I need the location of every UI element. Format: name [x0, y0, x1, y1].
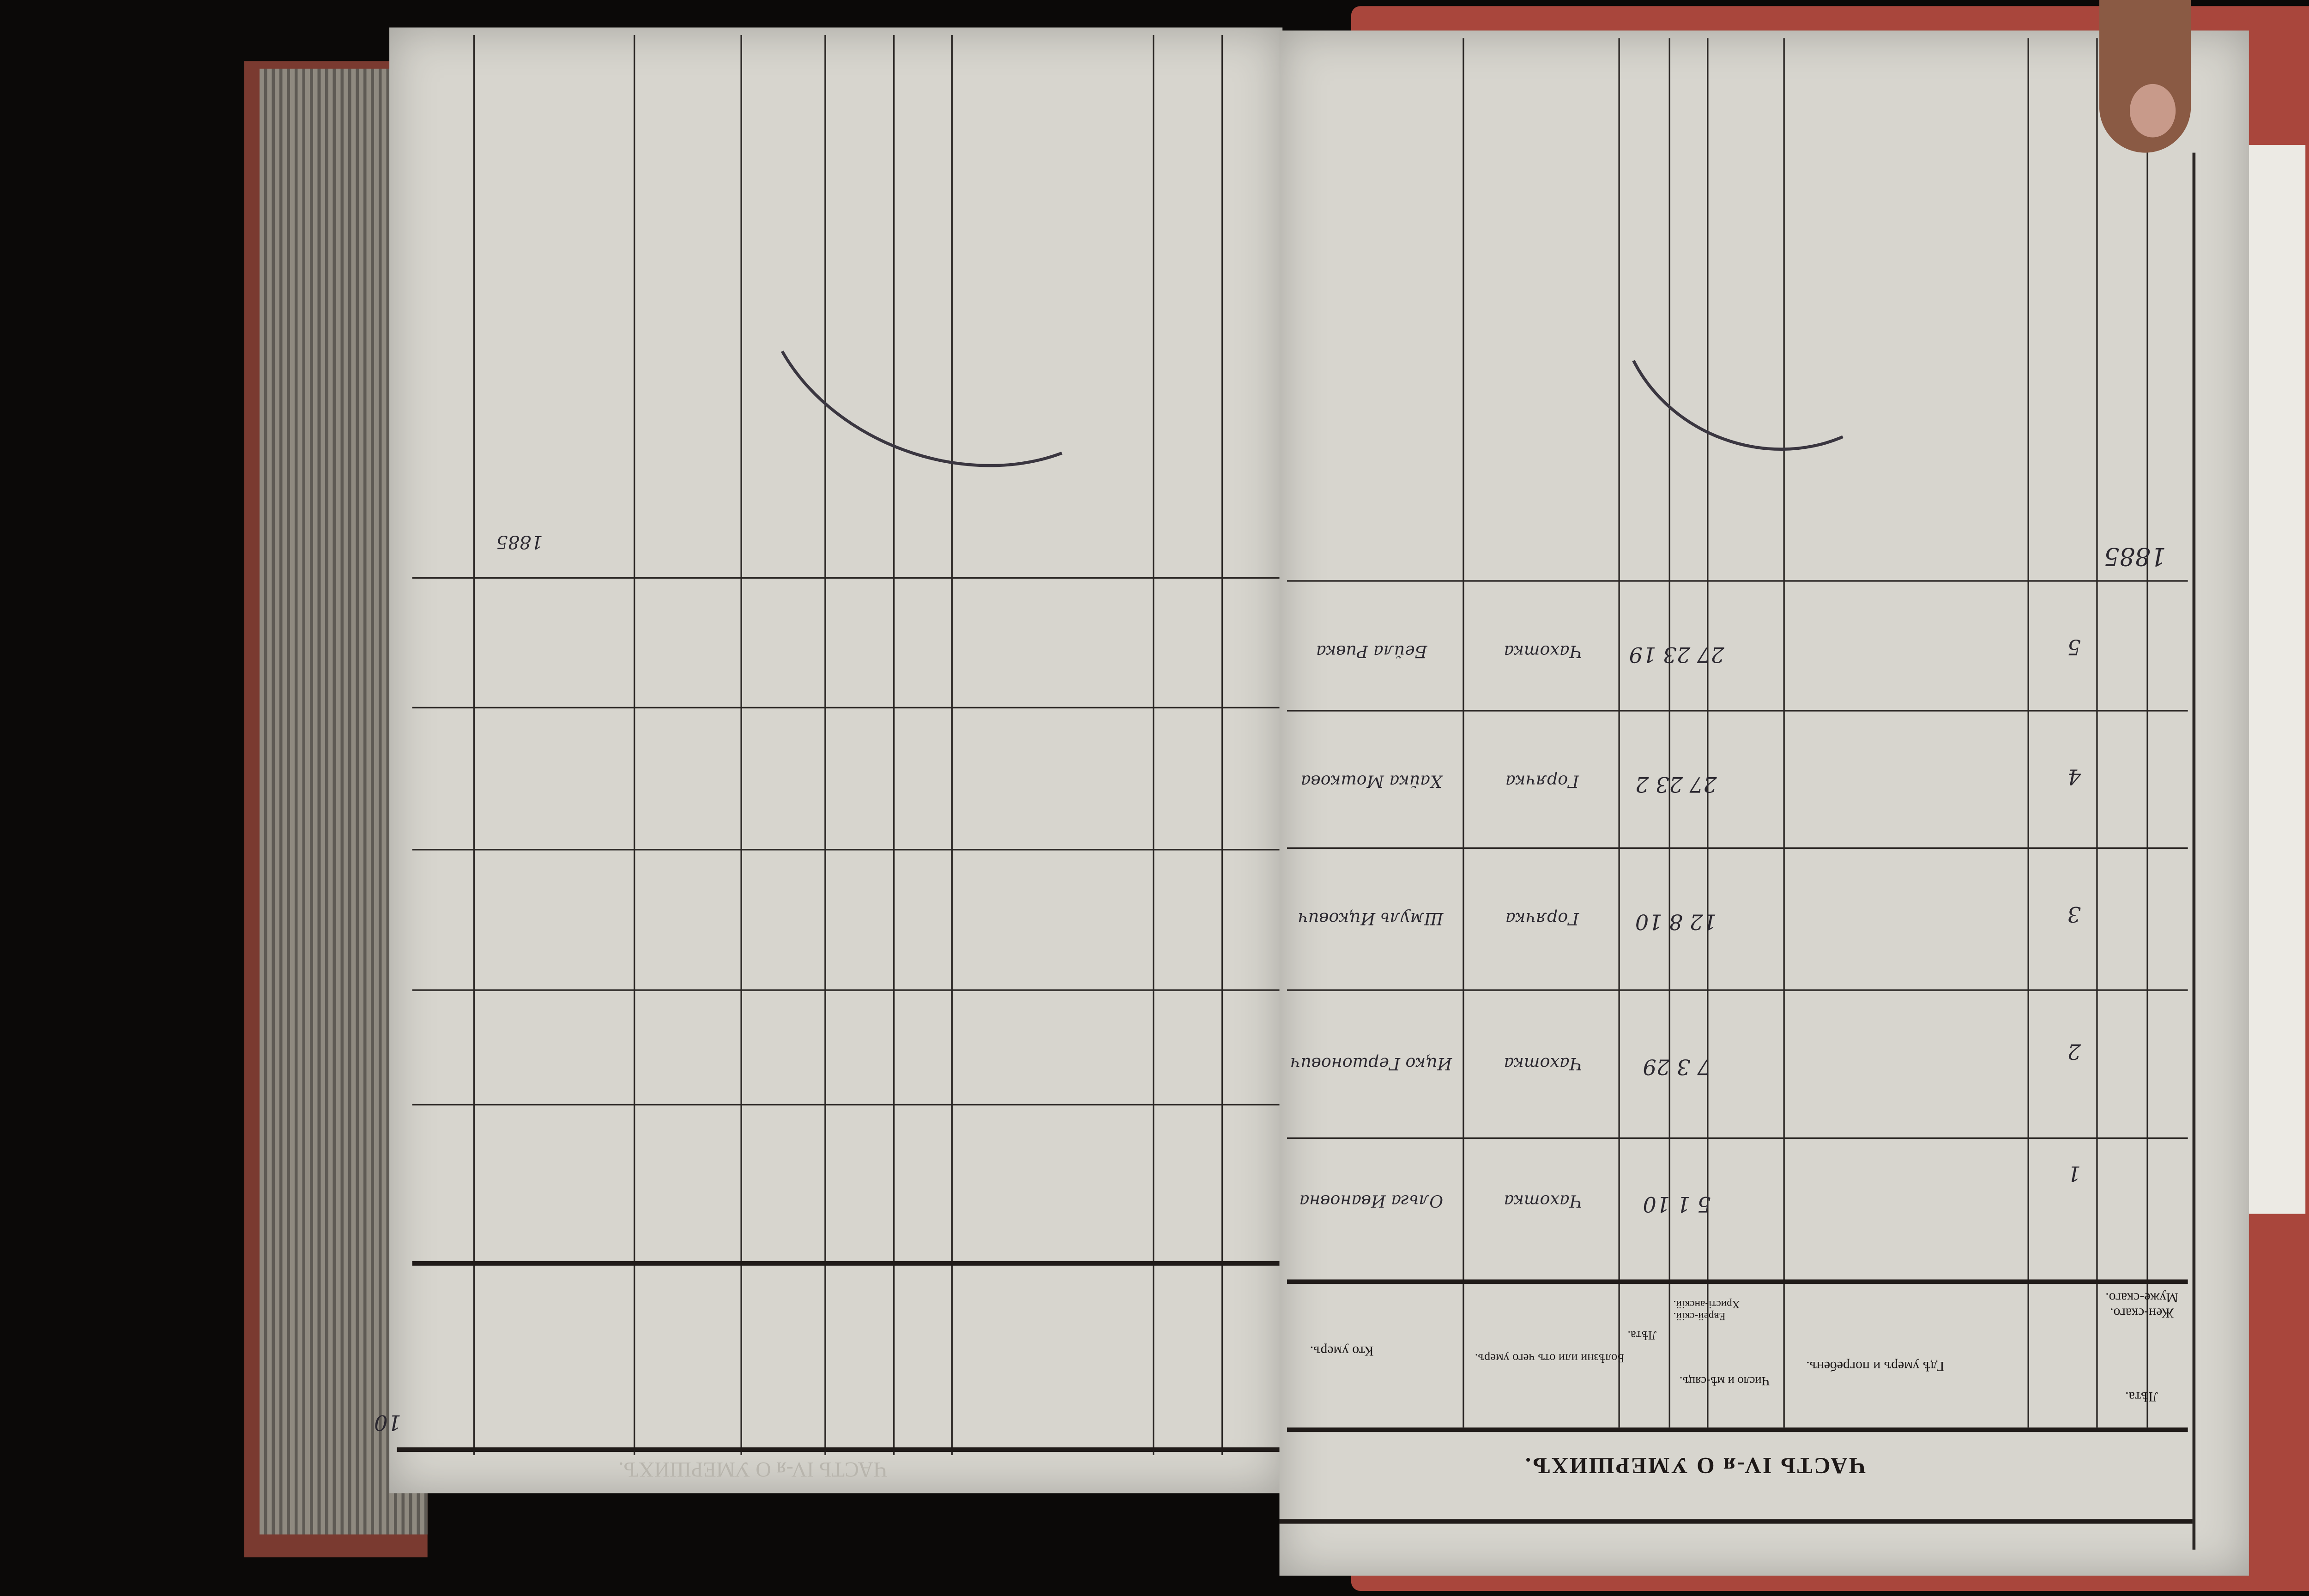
cancel-stroke [1577, 123, 1965, 494]
row-number: 5 [2066, 634, 2080, 658]
row-number: 3 [2066, 901, 2080, 925]
row-number: 1 [2066, 1160, 2080, 1185]
row-cause: Чахотка [1503, 1053, 1582, 1074]
page-title: ЧАСТЬ IV-я О УМЕРШИХЪ. [1523, 1452, 1866, 1476]
header-cause: Болѣзни или отъ чего умеръ. [1475, 1351, 1625, 1365]
row-number: 2 [2066, 1038, 2080, 1063]
row-cause: Горячка [1506, 771, 1580, 791]
header-age: Лѣта. [1627, 1328, 1656, 1342]
row-date: 5 1 10 [1642, 1191, 1711, 1215]
header-female: Жен-скаго. [2110, 1305, 2174, 1321]
header-where: Гдѣ умеръ и погребенъ. [1806, 1359, 1945, 1374]
fingernail [2130, 84, 2176, 138]
row-cause: Чахотка [1503, 1191, 1582, 1211]
header-jewish: Еврей-скій. [1673, 1310, 1726, 1323]
inserted-paper [2244, 145, 2306, 1214]
row-who: Шмуль Ицкович [1298, 908, 1444, 929]
row-date: 27 23 2 [1635, 771, 1717, 796]
left-page-number: 10 [374, 1409, 401, 1434]
row-number: 4 [2066, 763, 2080, 788]
year-note: 1885 [2103, 542, 2166, 571]
header-who: Кто умеръ. [1310, 1343, 1374, 1359]
row-who: Хайка Мошкова [1300, 771, 1442, 791]
header-christian: Христі-анскій. [1673, 1298, 1740, 1310]
row-date: 12 8 10 [1635, 908, 1717, 933]
right-page: ЧАСТЬ IV-я О УМЕРШИХЪ. Муже-скаго. Жен-ск… [1279, 30, 2249, 1576]
row-who: Ольга Ивановна [1299, 1191, 1443, 1211]
row-date: 7 3 29 [1642, 1053, 1711, 1078]
left-page-note: 1885 [496, 531, 543, 553]
header-date: Число и мѣ-сяцъ. [1679, 1374, 1770, 1388]
header-male: Муже-скаго. [2105, 1290, 2179, 1306]
row-cause: Горячка [1506, 908, 1580, 929]
left-page: ЧАСТЬ IV-я О УМЕРШИХЪ. 10 1885 [374, 27, 1283, 1493]
row-cause: Чахотка [1503, 641, 1582, 661]
row-who: Бейла Ривка [1315, 641, 1427, 661]
header-years: Лѣта. [2126, 1389, 2158, 1405]
row-who: Ицко Гершонович [1290, 1053, 1452, 1074]
left-page-faint-title: ЧАСТЬ IV-я О УМЕРШИХЪ. [618, 1457, 888, 1480]
cancel-stroke [714, 90, 1200, 521]
row-date: 27 23 19 [1629, 641, 1724, 666]
